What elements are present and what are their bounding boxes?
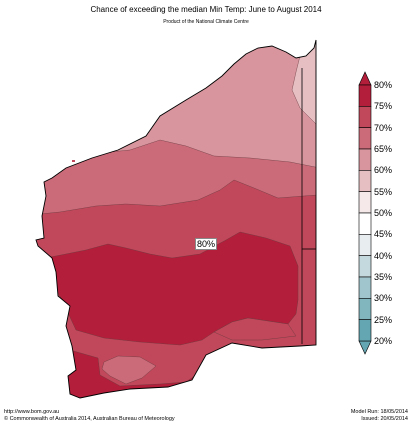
legend-arrow-up [358, 71, 372, 86]
legend-cell [358, 319, 372, 342]
band-70-southwest [101, 355, 157, 385]
legend-label: 70% [374, 122, 393, 133]
legend-label: 60% [374, 165, 393, 176]
legend-cell [358, 106, 372, 128]
legend-label: 65% [374, 144, 393, 154]
map-subtitle: Product of the National Climate Centre [163, 19, 249, 25]
legend-cell [358, 84, 372, 107]
legend-cell [358, 298, 372, 320]
legend-label: 35% [374, 272, 393, 282]
legend-label: 55% [374, 186, 393, 197]
legend-cell [358, 234, 372, 256]
offshore-island [72, 160, 75, 162]
legend-cell [358, 255, 372, 278]
footer-model-run: Model Run: 18/05/2014 [350, 409, 408, 415]
legend-arrow-down [358, 340, 372, 355]
legend-cell [358, 170, 372, 192]
legend-cell [358, 127, 372, 150]
legend-cell [358, 212, 372, 235]
legend-label: 20% [374, 336, 393, 346]
footer-url[interactable]: http://www.bom.gov.au [4, 409, 60, 415]
legend-label: 45% [374, 229, 393, 240]
footer-right: Model Run: 18/05/2014 Issued: 20/05/2014 [351, 409, 408, 423]
map-title: Chance of exceeding the median Min Temp:… [90, 5, 322, 14]
legend-cell [358, 148, 372, 171]
footer-issued: Issued: 20/05/2014 [361, 416, 408, 422]
legend-label: 25% [374, 314, 393, 325]
footer-left: http://www.bom.gov.au © Commonwealth of … [4, 409, 175, 423]
legend-label: 75% [374, 101, 393, 112]
band-80 [36, 231, 299, 346]
legend-label: 30% [374, 293, 393, 304]
legend-label: 80% [374, 80, 393, 90]
legend-label: 50% [374, 208, 393, 218]
legend-colorbar [358, 71, 372, 355]
legend-label: 40% [374, 250, 393, 261]
band-75-southeast [213, 317, 297, 341]
legend-cell [358, 276, 372, 299]
wa-coastline [35, 39, 317, 399]
band-60 [289, 40, 316, 129]
footer-copyright: © Commonwealth of Australia 2014, Austra… [4, 416, 175, 422]
legend-cell [358, 191, 372, 214]
probability-label: 80% [195, 238, 218, 250]
